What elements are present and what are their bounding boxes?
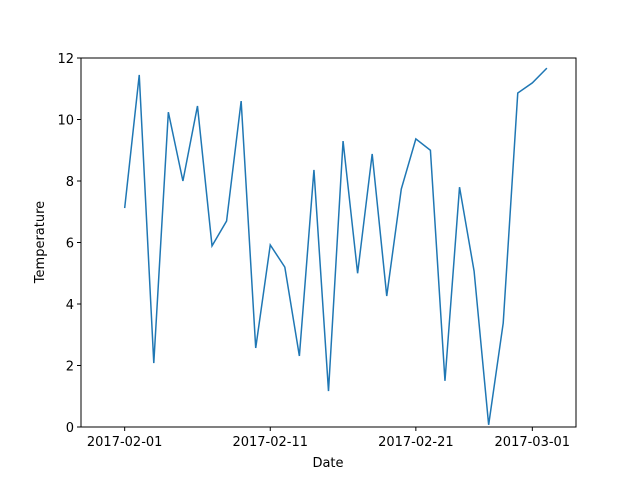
x-tick-label: 2017-03-01 [495, 435, 571, 450]
line [123, 67, 548, 425]
y-tick-label: 4 [66, 298, 74, 313]
x-tick-label: 2017-02-21 [378, 435, 454, 450]
y-tick-label: 6 [66, 237, 74, 252]
y-tick-label: 10 [57, 114, 74, 129]
y-tick-label: 2 [66, 360, 74, 375]
y-tick-label: 12 [57, 52, 74, 67]
x-tick-label: 2017-02-11 [232, 435, 308, 450]
y-axis-label: Temperature [33, 201, 48, 284]
y-tick-label: 0 [66, 421, 74, 436]
y-tick-label: 8 [66, 175, 74, 190]
plot-frame [80, 57, 577, 428]
x-axis-label: Date [312, 456, 343, 471]
x-tick-label: 2017-02-01 [87, 435, 163, 450]
